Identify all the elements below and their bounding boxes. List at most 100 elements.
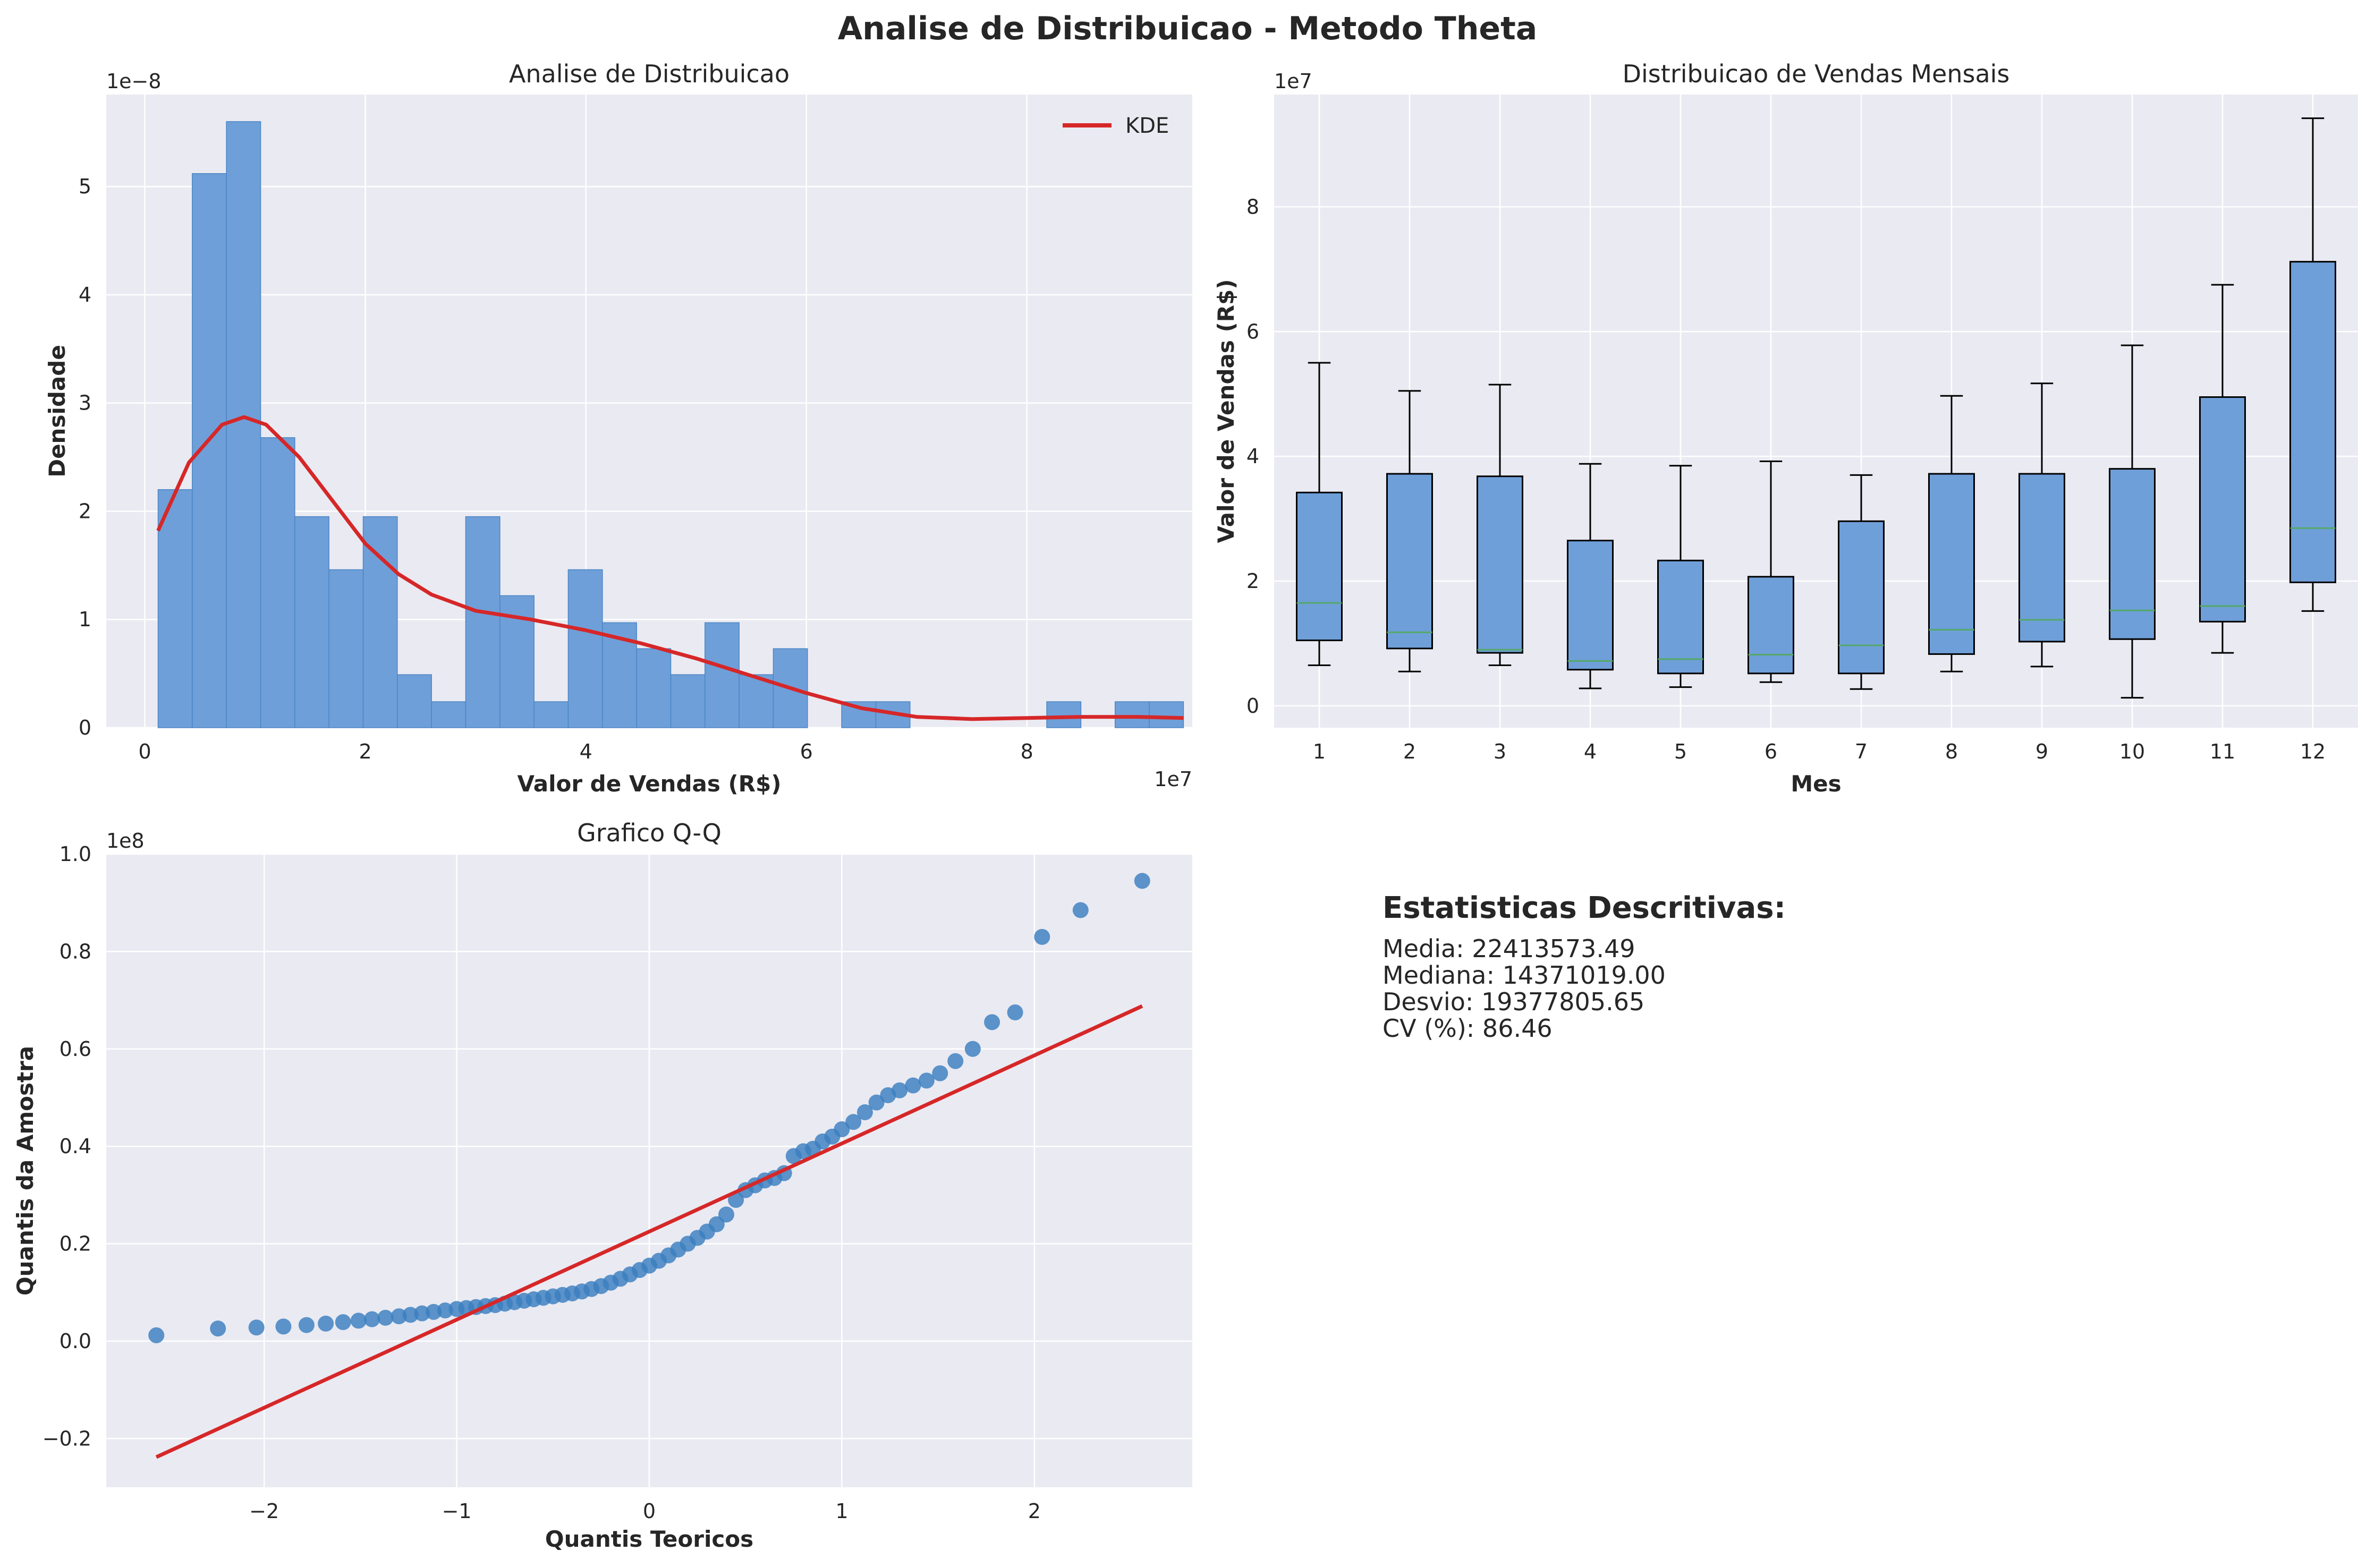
histogram-xtick-label: 4 — [580, 740, 592, 763]
qq-ytick-label: 0.0 — [60, 1330, 91, 1353]
qq-point — [856, 1104, 873, 1120]
boxplot-xtick-label: 7 — [1855, 740, 1868, 763]
qq-point — [892, 1082, 908, 1098]
boxplot-xtick-label: 1 — [1313, 740, 1326, 763]
qq-point — [834, 1121, 850, 1138]
histogram-bar — [533, 701, 569, 728]
boxplot-xtick-label: 11 — [2210, 740, 2235, 763]
qq-point — [350, 1313, 367, 1329]
histogram-bar — [294, 516, 329, 728]
box-iqr — [2289, 261, 2336, 583]
histogram-bar — [636, 648, 672, 728]
qq-point — [845, 1114, 862, 1130]
box-iqr — [1748, 576, 1794, 675]
qq-point — [868, 1094, 885, 1111]
qq-point — [298, 1317, 315, 1333]
boxplot-ytick-label: 6 — [1246, 320, 1259, 343]
boxplot-title: Distribuicao de Vendas Mensais — [1623, 59, 2010, 88]
qq-point — [391, 1308, 407, 1325]
histogram-bar — [431, 701, 466, 728]
stats-line-media: Media: 22413573.49 — [1382, 934, 1635, 963]
qq-ytick-label: 1.0 — [60, 842, 91, 866]
stats-panel: Estatisticas Descritivas: Media: 2241357… — [1382, 891, 1786, 1043]
histogram-bar — [1149, 701, 1184, 728]
qq-point — [248, 1319, 265, 1336]
histogram-bar — [362, 516, 398, 728]
qq-point — [1007, 1004, 1023, 1020]
histogram-bar — [670, 674, 706, 728]
histogram-ytick-label: 2 — [79, 499, 91, 523]
qq-point — [905, 1077, 921, 1094]
qq-point — [1034, 928, 1050, 945]
histogram-legend: KDE — [1063, 114, 1169, 138]
histogram-bar — [397, 674, 432, 728]
qq-point — [918, 1072, 935, 1089]
stats-line-cv: CV (%): 86.46 — [1382, 1014, 1553, 1043]
boxplot-ylabel: Valor de Vendas (R$) — [1213, 279, 1239, 543]
qq-title: Grafico Q-Q — [577, 819, 722, 847]
qq-xtick-label: 0 — [643, 1499, 656, 1523]
boxplot-xtick-label: 12 — [2300, 740, 2326, 763]
boxplot-xtick-label: 9 — [2035, 740, 2048, 763]
histogram-ytick-label: 4 — [79, 283, 91, 306]
qq-xtick-label: −1 — [442, 1499, 472, 1523]
histogram-bar — [1114, 701, 1150, 728]
box-iqr — [2018, 473, 2065, 643]
box-iqr — [1386, 473, 1433, 650]
histogram-bar — [260, 437, 295, 728]
histogram-ytick-label: 3 — [79, 391, 91, 415]
qq-point — [414, 1305, 430, 1322]
qq-point — [947, 1053, 964, 1069]
box-iqr — [1838, 520, 1885, 675]
boxplot-xtick-label: 5 — [1674, 740, 1687, 763]
boxplot-ytick-label: 0 — [1246, 694, 1259, 718]
boxplot-xtick-label: 2 — [1403, 740, 1416, 763]
histogram-x-offset-label: 1e7 — [1154, 768, 1192, 791]
histogram-bar — [1046, 701, 1082, 728]
qq-point — [275, 1318, 292, 1335]
qq-point — [377, 1309, 394, 1326]
box-iqr — [2109, 468, 2156, 640]
boxplot-xlabel: Mes — [1791, 771, 1841, 797]
qq-xtick-label: 1 — [835, 1499, 848, 1523]
qq-point — [148, 1327, 165, 1343]
qq-point — [932, 1065, 948, 1081]
qq-xtick-label: −2 — [249, 1499, 279, 1523]
boxplot-xtick-label: 4 — [1584, 740, 1597, 763]
qq-point — [210, 1320, 226, 1337]
qq-point — [364, 1311, 380, 1327]
histogram-bar — [328, 569, 364, 728]
qq-ytick-label: 0.8 — [60, 940, 91, 963]
histogram-bar — [226, 121, 261, 728]
qq-point — [1134, 873, 1150, 889]
qq-xlabel: Quantis Teoricos — [545, 1526, 753, 1552]
box-iqr — [2199, 396, 2246, 623]
qq-point — [318, 1315, 334, 1332]
histogram-axes: 0 1 2 3 4 5 0 2 4 6 8 Analise de Distribuicao Valo… — [44, 59, 1192, 797]
box-iqr — [1657, 559, 1704, 675]
qq-point — [426, 1303, 442, 1320]
qq-reference-line — [155, 1004, 1143, 1459]
boxplot-xtick-label: 3 — [1494, 740, 1506, 763]
histogram-ytick-label: 5 — [79, 175, 91, 198]
qq-y-offset-label: 1e8 — [106, 829, 145, 853]
histogram-xtick-label: 8 — [1021, 740, 1033, 763]
qq-ytick-label: 0.6 — [60, 1037, 91, 1061]
kde-line — [156, 415, 1184, 721]
boxplot-ytick-label: 4 — [1246, 445, 1259, 468]
histogram-bar — [465, 516, 501, 728]
histogram-ylabel: Densidade — [44, 345, 70, 478]
histogram-title: Analise de Distribuicao — [509, 59, 790, 88]
histogram-ytick-label: 1 — [79, 608, 91, 631]
qq-point — [984, 1014, 1000, 1030]
figure-title: Analise de Distribuicao - Metodo Theta — [838, 10, 1538, 47]
qq-ytick-label: 0.4 — [60, 1135, 91, 1158]
boxplot-ytick-label: 2 — [1246, 569, 1259, 593]
qq-point — [708, 1216, 725, 1232]
box-iqr — [1477, 475, 1523, 654]
box-iqr — [1567, 540, 1614, 671]
qq-axes: −0.2 0.0 0.2 0.4 0.6 0.8 1.0 −2 −1 0 1 2 Grafico Q-… — [12, 819, 1192, 1552]
histogram-ytick-label: 0 — [79, 716, 91, 739]
histogram-bar — [567, 569, 603, 728]
